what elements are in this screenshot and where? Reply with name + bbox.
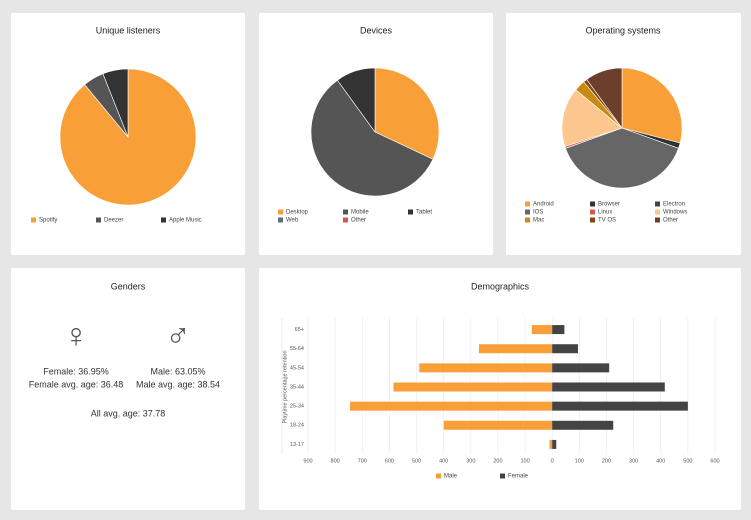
panel-title: Demographics (471, 281, 530, 291)
legend-label: Other (663, 218, 678, 224)
legend-swatch (161, 217, 166, 223)
male-icon: ♂ (165, 317, 191, 355)
bar (443, 420, 553, 430)
legend-label: Electron (663, 202, 685, 208)
female-icon: ♀ (63, 317, 89, 355)
x-tick-label: 600 (385, 458, 394, 464)
legend-label: Mac (533, 218, 544, 224)
legend-swatch (500, 473, 505, 479)
x-tick-label: 300 (629, 458, 638, 464)
legend-label: Male (444, 474, 458, 480)
legend-swatch (525, 209, 530, 215)
legend-label: Windows (663, 210, 687, 216)
panel-title: Operating systems (585, 25, 661, 35)
legend-label: Apple Music (169, 218, 202, 224)
x-tick-label: 200 (602, 458, 611, 464)
legend-swatch (408, 209, 413, 215)
legend-swatch (655, 201, 660, 207)
legend-label: Desktop (286, 210, 309, 216)
female-share: Female: 36.95% (43, 366, 109, 376)
legend-swatch (655, 209, 660, 215)
legend-swatch (590, 217, 595, 223)
pie-slice (561, 89, 623, 147)
legend-swatch (343, 217, 348, 223)
bar (552, 382, 665, 392)
legend-label: Other (351, 218, 366, 224)
x-tick-label: 900 (303, 458, 312, 464)
legend-swatch (655, 217, 660, 223)
x-tick-label: 100 (575, 458, 584, 464)
panel-title: Genders (111, 281, 146, 291)
y-tick-label: 18-24 (290, 423, 304, 429)
panel-title: Devices (360, 25, 393, 35)
x-tick-label: 800 (331, 458, 340, 464)
legend-swatch (525, 201, 530, 207)
female-age: Female avg. age: 36.48 (29, 379, 124, 389)
panel-title: Unique listeners (96, 25, 161, 35)
legend-swatch (278, 217, 283, 223)
legend-label: Browser (598, 202, 620, 208)
y-tick-label: 45-54 (290, 365, 304, 371)
legend-label: Linux (598, 210, 612, 216)
pie-slice (586, 67, 623, 129)
y-axis-label: Playtime percentage retention (282, 350, 288, 423)
x-tick-label: 600 (710, 458, 719, 464)
bar (350, 401, 553, 411)
x-tick-label: 200 (493, 458, 502, 464)
bar (552, 325, 565, 335)
legend-swatch (96, 217, 101, 223)
y-tick-label: 65+ (295, 327, 304, 333)
x-tick-label: 500 (412, 458, 421, 464)
legend-label: Mobile (351, 210, 369, 216)
x-tick-label: 400 (656, 458, 665, 464)
bar (552, 420, 614, 430)
pie-slice (565, 127, 679, 189)
pie-slice (102, 68, 129, 138)
legend-label: IOS (533, 210, 543, 216)
legend-label: TV OS (598, 218, 616, 224)
y-tick-label: 13-17 (290, 442, 304, 448)
bar (552, 363, 610, 373)
legend-label: Female (508, 474, 529, 480)
legend-swatch (590, 201, 595, 207)
legend-label: Android (533, 202, 554, 208)
pie-slice (374, 67, 440, 160)
legend-label: Web (286, 218, 299, 224)
x-tick-label: 700 (358, 458, 367, 464)
all-age: All avg. age: 37.78 (91, 408, 166, 418)
x-tick-label: 500 (683, 458, 692, 464)
bar (552, 439, 557, 449)
bar (552, 344, 578, 354)
legend-label: Spotify (39, 218, 57, 224)
legend-swatch (343, 209, 348, 215)
male-age: Male avg. age: 38.54 (136, 379, 220, 389)
bar (419, 363, 553, 373)
pie-slice (59, 68, 197, 206)
y-tick-label: 55-64 (290, 346, 304, 352)
x-tick-label: 400 (439, 458, 448, 464)
panel (11, 268, 245, 510)
x-tick-label: 0 (551, 458, 554, 464)
legend-label: Tablet (416, 210, 432, 216)
bar (549, 439, 553, 449)
legend-swatch (525, 217, 530, 223)
legend-swatch (31, 217, 36, 223)
bar (552, 401, 688, 411)
legend-swatch (436, 473, 441, 479)
bar (393, 382, 553, 392)
bar (478, 344, 553, 354)
y-tick-label: 25-34 (290, 404, 304, 410)
pie-slice (621, 67, 683, 144)
x-tick-label: 100 (520, 458, 529, 464)
legend-swatch (278, 209, 283, 215)
legend-label: Deezer (104, 218, 123, 224)
bar (531, 325, 553, 335)
x-tick-label: 300 (466, 458, 475, 464)
y-tick-label: 35-44 (290, 384, 304, 390)
pie-slice (336, 67, 376, 133)
pie-slice (310, 79, 434, 197)
male-share: Male: 63.05% (150, 366, 205, 376)
legend-swatch (590, 209, 595, 215)
